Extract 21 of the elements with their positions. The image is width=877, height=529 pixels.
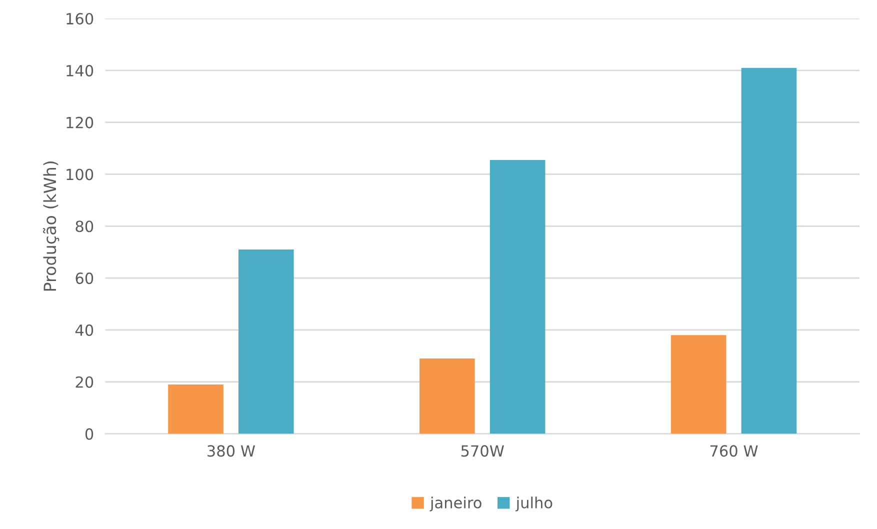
bar: [420, 358, 475, 434]
y-tick-label: 60: [76, 272, 94, 284]
legend-label: julho: [516, 496, 552, 512]
y-tick-label: 140: [66, 64, 94, 76]
y-tick-label: 80: [76, 220, 94, 232]
y-tick-label: 20: [76, 376, 94, 388]
y-tick-label: 100: [66, 168, 94, 180]
x-tick-label: 760 W: [710, 445, 758, 457]
bar: [741, 68, 797, 434]
legend-label: janeiro: [430, 496, 482, 512]
y-tick-label: 0: [85, 428, 94, 440]
x-tick-label: 380 W: [208, 445, 256, 457]
bar: [670, 335, 726, 434]
bar: [490, 160, 546, 434]
y-tick-label: 40: [75, 324, 94, 336]
x-tick-label: 570W: [461, 445, 504, 457]
y-tick-label: 120: [66, 116, 94, 128]
y-tick-label: 160: [66, 12, 94, 25]
bar: [168, 384, 224, 434]
bar: [238, 250, 294, 434]
y-axis-title: Produção (kWh): [43, 162, 60, 291]
